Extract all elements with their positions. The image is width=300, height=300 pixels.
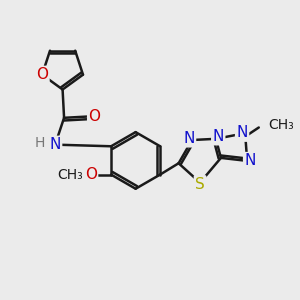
Text: N: N: [236, 125, 248, 140]
Text: N: N: [50, 137, 61, 152]
Text: CH₃: CH₃: [58, 168, 83, 182]
Text: O: O: [36, 67, 48, 82]
Text: N: N: [213, 129, 224, 144]
Text: N: N: [244, 153, 256, 168]
Text: O: O: [85, 167, 97, 182]
Text: O: O: [88, 109, 101, 124]
Text: H: H: [34, 136, 45, 150]
Text: CH₃: CH₃: [268, 118, 294, 131]
Text: N: N: [183, 131, 195, 146]
Text: S: S: [195, 177, 205, 192]
